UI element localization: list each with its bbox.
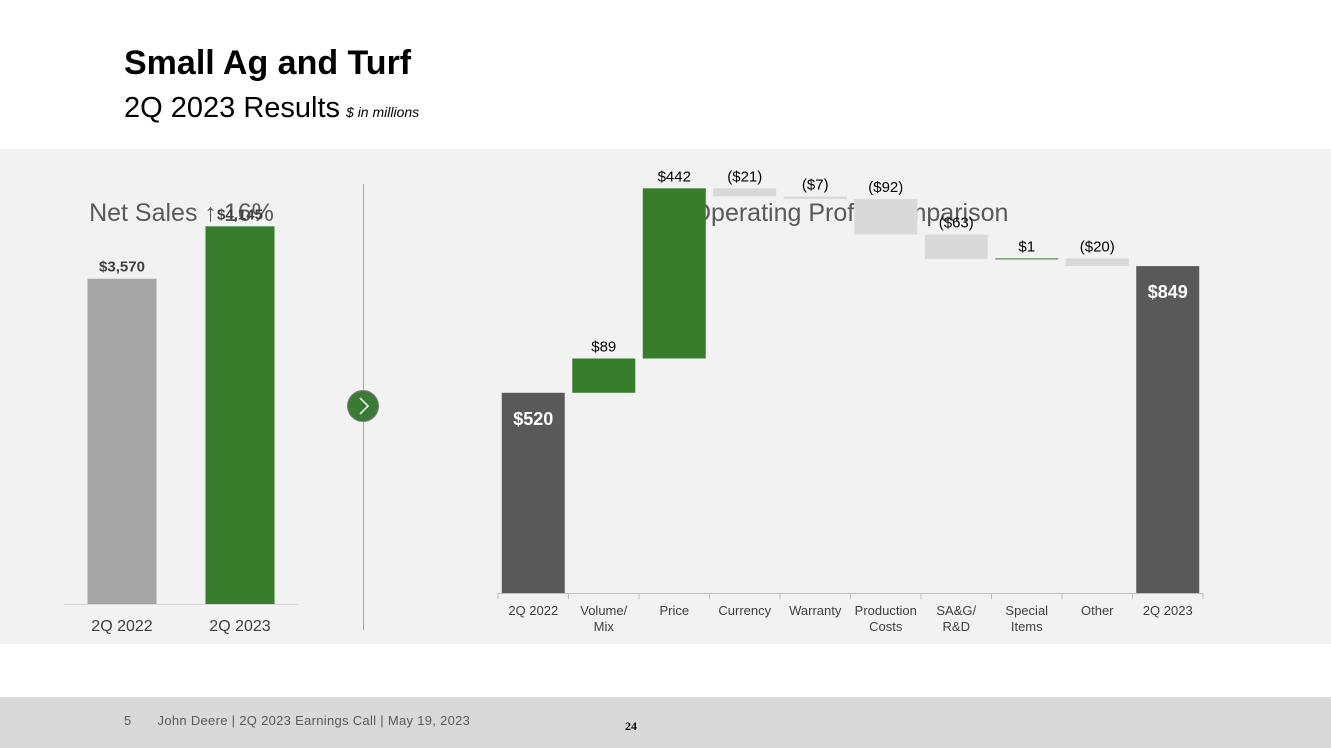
operating-profit-chart: $520 2Q 2022 $89 Volume/Mix $442 Price ($21) Cu… bbox=[497, 168, 1204, 634]
waterfall-value-label-2q-2022: $520 bbox=[513, 409, 553, 429]
waterfall-value-label-warranty: ($7) bbox=[802, 176, 829, 193]
chevron-right-icon bbox=[347, 390, 379, 422]
waterfall-value-label-special-items: $1 bbox=[1018, 238, 1035, 255]
waterfall-category-label-special-items: Items bbox=[1011, 619, 1043, 634]
waterfall-bar-price bbox=[642, 188, 706, 359]
content-panel: Net Sales ↑ 16% Operating Profit Compari… bbox=[0, 149, 1331, 644]
waterfall-category-label-currency: Currency bbox=[718, 603, 771, 618]
waterfall-category-label-production-costs: Costs bbox=[869, 619, 903, 634]
waterfall-bar-sa-g-r-d bbox=[924, 234, 988, 259]
waterfall-category-label-volume-mix: Mix bbox=[594, 619, 615, 634]
waterfall-category-label-2q-2022: 2Q 2022 bbox=[508, 603, 558, 618]
footer-caption: John Deere | 2Q 2023 Earnings Call | May… bbox=[157, 713, 471, 728]
net-sales-heading: Net Sales ↑ 16% bbox=[89, 199, 274, 227]
waterfall-value-label-price: $442 bbox=[658, 168, 691, 185]
net-sales-value-label-2q-2023: $4,145 bbox=[217, 206, 263, 223]
footer: 5 John Deere | 2Q 2023 Earnings Call | Ma… bbox=[0, 697, 1331, 748]
waterfall-category-label-2q-2023: 2Q 2023 bbox=[1143, 603, 1193, 618]
waterfall-bar-currency bbox=[713, 188, 777, 197]
waterfall-category-label-special-items: Special bbox=[1005, 603, 1048, 618]
waterfall-value-label-other: ($20) bbox=[1080, 238, 1115, 255]
waterfall-category-label-price: Price bbox=[659, 603, 689, 618]
waterfall-category-label-sa-g-r-d: R&D bbox=[943, 619, 970, 634]
page-title: Small Ag and Turf bbox=[124, 44, 412, 82]
waterfall-bar-2q-2022 bbox=[501, 392, 565, 593]
waterfall-category-label-sa-g-r-d: SA&G/ bbox=[936, 603, 976, 618]
waterfall-value-label-2q-2023: $849 bbox=[1148, 282, 1188, 302]
waterfall-value-label-volume-mix: $89 bbox=[591, 339, 616, 356]
footer-center-number: 24 bbox=[625, 719, 637, 733]
waterfall-category-label-other: Other bbox=[1081, 603, 1114, 618]
waterfall-bar-2q-2023 bbox=[1136, 266, 1200, 593]
net-sales-category-label-2q-2022: 2Q 2022 bbox=[91, 618, 152, 635]
waterfall-bar-other bbox=[1065, 258, 1129, 267]
waterfall-bar-special-items bbox=[995, 258, 1059, 260]
net-sales-chart: $3,570 2Q 2022 $4,145 2Q 2023 bbox=[64, 206, 298, 635]
net-sales-category-label-2q-2023: 2Q 2023 bbox=[209, 618, 270, 635]
subtitle-text: 2Q 2023 Results bbox=[124, 92, 341, 124]
waterfall-value-label-sa-g-r-d: ($63) bbox=[939, 215, 974, 232]
net-sales-bar-2q-2023 bbox=[205, 226, 275, 604]
footer-text: 5 John Deere | 2Q 2023 Earnings Call | Ma… bbox=[124, 713, 470, 728]
net-sales-bar-2q-2022 bbox=[87, 278, 157, 604]
unit-note: $ in millions bbox=[346, 104, 420, 120]
waterfall-value-label-currency: ($21) bbox=[727, 168, 762, 185]
waterfall-bar-volume-mix bbox=[572, 358, 636, 393]
net-sales-value-label-2q-2022: $3,570 bbox=[99, 259, 145, 276]
operating-profit-heading: Operating Profit Comparison bbox=[691, 199, 1009, 227]
waterfall-value-label-production-costs: ($92) bbox=[868, 179, 903, 196]
page-subtitle: 2Q 2023 Results $ in millions bbox=[124, 92, 419, 125]
waterfall-bar-warranty bbox=[783, 196, 847, 200]
footer-page-number: 5 bbox=[124, 713, 132, 728]
waterfall-category-label-warranty: Warranty bbox=[789, 603, 842, 618]
waterfall-bar-production-costs bbox=[854, 199, 918, 235]
waterfall-category-label-volume-mix: Volume/ bbox=[580, 603, 627, 618]
waterfall-category-label-production-costs: Production bbox=[855, 603, 917, 618]
